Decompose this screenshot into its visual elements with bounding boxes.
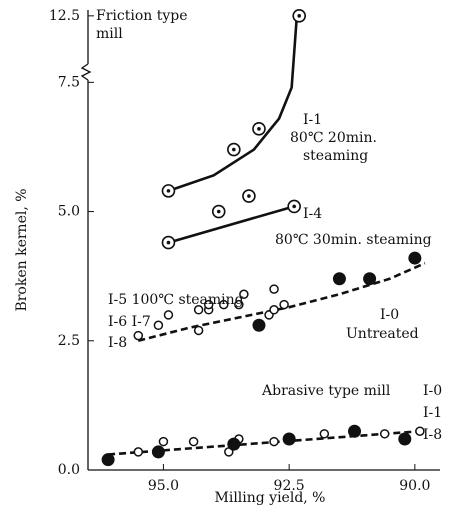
point <box>279 299 289 310</box>
annotation: I-1 <box>303 112 322 128</box>
annotation: I-0 <box>380 307 399 323</box>
fit-curve <box>108 429 420 456</box>
point-center <box>257 127 261 131</box>
point <box>133 447 144 457</box>
point <box>363 272 377 286</box>
annotation: mill <box>96 26 123 42</box>
y-axis-label: Broken kernel, % <box>14 188 30 311</box>
point <box>203 299 214 310</box>
point <box>282 432 296 446</box>
annotation: I-8 <box>108 335 127 351</box>
annotation: 80℃ 30min. steaming <box>275 232 432 248</box>
point <box>319 429 330 439</box>
point <box>252 318 266 332</box>
annotation: I-0 <box>423 383 442 399</box>
y-tick-label: 0.0 <box>58 462 80 478</box>
fit-curve <box>168 18 298 193</box>
annotation: steaming <box>303 148 368 164</box>
point-center <box>247 194 251 198</box>
y-tick-label: 2.5 <box>58 333 80 349</box>
annotation: I-8 <box>423 427 442 443</box>
point <box>188 436 199 447</box>
annotation: Abrasive type mill <box>261 383 391 399</box>
point-center <box>166 240 171 245</box>
point <box>415 426 425 436</box>
point <box>219 299 229 310</box>
point <box>193 325 204 336</box>
point <box>151 445 165 459</box>
x-tick-label: 90.0 <box>399 478 430 494</box>
point <box>408 251 422 265</box>
point <box>133 330 144 341</box>
y-tick-label: 12.5 <box>49 8 80 24</box>
point <box>163 310 174 320</box>
point-center <box>292 204 296 209</box>
annotation: Untreated <box>346 326 419 342</box>
point <box>269 305 279 315</box>
fit-curve <box>137 262 426 343</box>
point <box>153 320 164 331</box>
point <box>227 437 241 451</box>
point-center <box>216 209 221 214</box>
fit-curve <box>168 205 295 244</box>
point <box>332 272 346 286</box>
point <box>398 432 412 446</box>
axis-break <box>80 63 92 81</box>
point <box>158 436 169 447</box>
point <box>239 289 249 300</box>
point-center <box>166 189 171 193</box>
y-tick-label: 7.5 <box>58 74 80 90</box>
point <box>234 299 244 310</box>
point-center <box>297 14 302 18</box>
x-tick-label: 92.5 <box>274 478 305 494</box>
point <box>101 453 115 467</box>
annotation: Friction type <box>96 8 188 24</box>
annotation: I-1 <box>423 405 442 421</box>
point <box>269 436 279 447</box>
point-center <box>232 147 236 152</box>
annotation: I-5 100℃ steaming <box>108 292 244 308</box>
point <box>193 305 204 315</box>
point <box>379 429 390 439</box>
x-tick-label: 95.0 <box>148 478 179 494</box>
annotation: I-6 I-7 <box>108 314 151 330</box>
point <box>269 284 279 294</box>
x-axis-label: Milling yield, % <box>215 490 326 506</box>
annotation: I-4 <box>303 206 322 222</box>
y-tick-label: 5.0 <box>58 204 80 220</box>
point <box>348 424 362 438</box>
annotation: 80℃ 20min. <box>290 130 377 146</box>
